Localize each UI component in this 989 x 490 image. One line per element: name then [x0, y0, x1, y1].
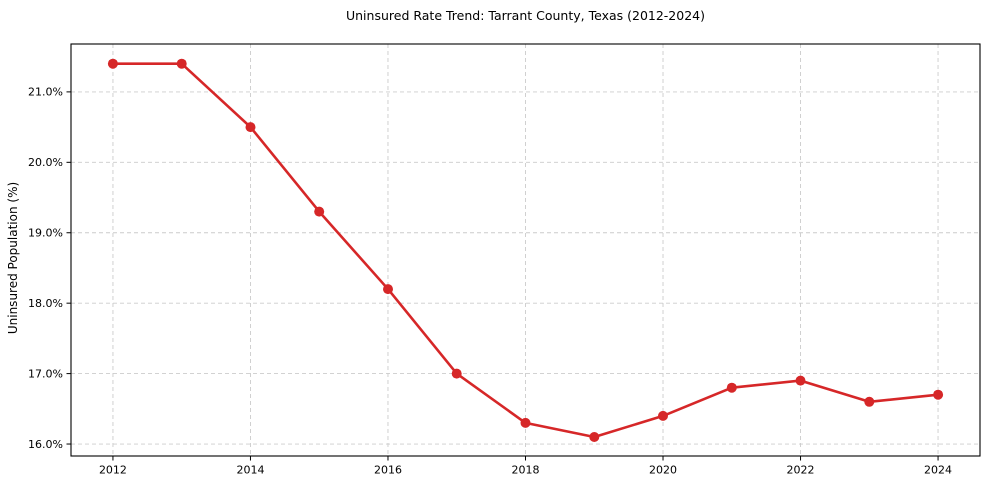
data-point: [795, 375, 806, 386]
data-point: [726, 382, 737, 393]
data-point: [314, 206, 325, 217]
y-tick-label: 18.0%: [28, 297, 63, 310]
data-series-layer: [107, 58, 944, 442]
x-tick-label: 2016: [374, 464, 402, 477]
data-point: [107, 58, 118, 69]
y-tick-label: 21.0%: [28, 86, 63, 99]
data-point: [933, 389, 944, 400]
y-axis-label: Uninsured Population (%): [6, 182, 20, 334]
chart-title: Uninsured Rate Trend: Tarrant County, Te…: [346, 8, 705, 23]
y-tick-label: 19.0%: [28, 227, 63, 240]
x-tick-label: 2012: [99, 464, 127, 477]
grid-layer: [71, 44, 980, 456]
data-point: [658, 410, 668, 421]
data-point: [176, 58, 187, 69]
data-point: [451, 368, 462, 379]
y-tick-label: 17.0%: [28, 367, 63, 380]
axis-layer: 16.0% 17.0% 18.0% 19.0% 20.0% 21.0% 2012 2014 20…: [28, 43, 981, 477]
x-tick-label: 2018: [512, 464, 540, 477]
data-point: [383, 284, 393, 295]
data-point: [864, 396, 875, 407]
x-tick-label: 2020: [649, 464, 677, 477]
y-tick-label: 16.0%: [28, 438, 63, 451]
data-point: [245, 122, 256, 133]
data-point: [520, 417, 531, 428]
y-tick-label: 20.0%: [28, 156, 63, 169]
x-tick-label: 2014: [236, 464, 264, 477]
x-tick-label: 2024: [924, 464, 952, 477]
x-tick-label: 2022: [787, 464, 815, 477]
data-point: [589, 432, 600, 442]
